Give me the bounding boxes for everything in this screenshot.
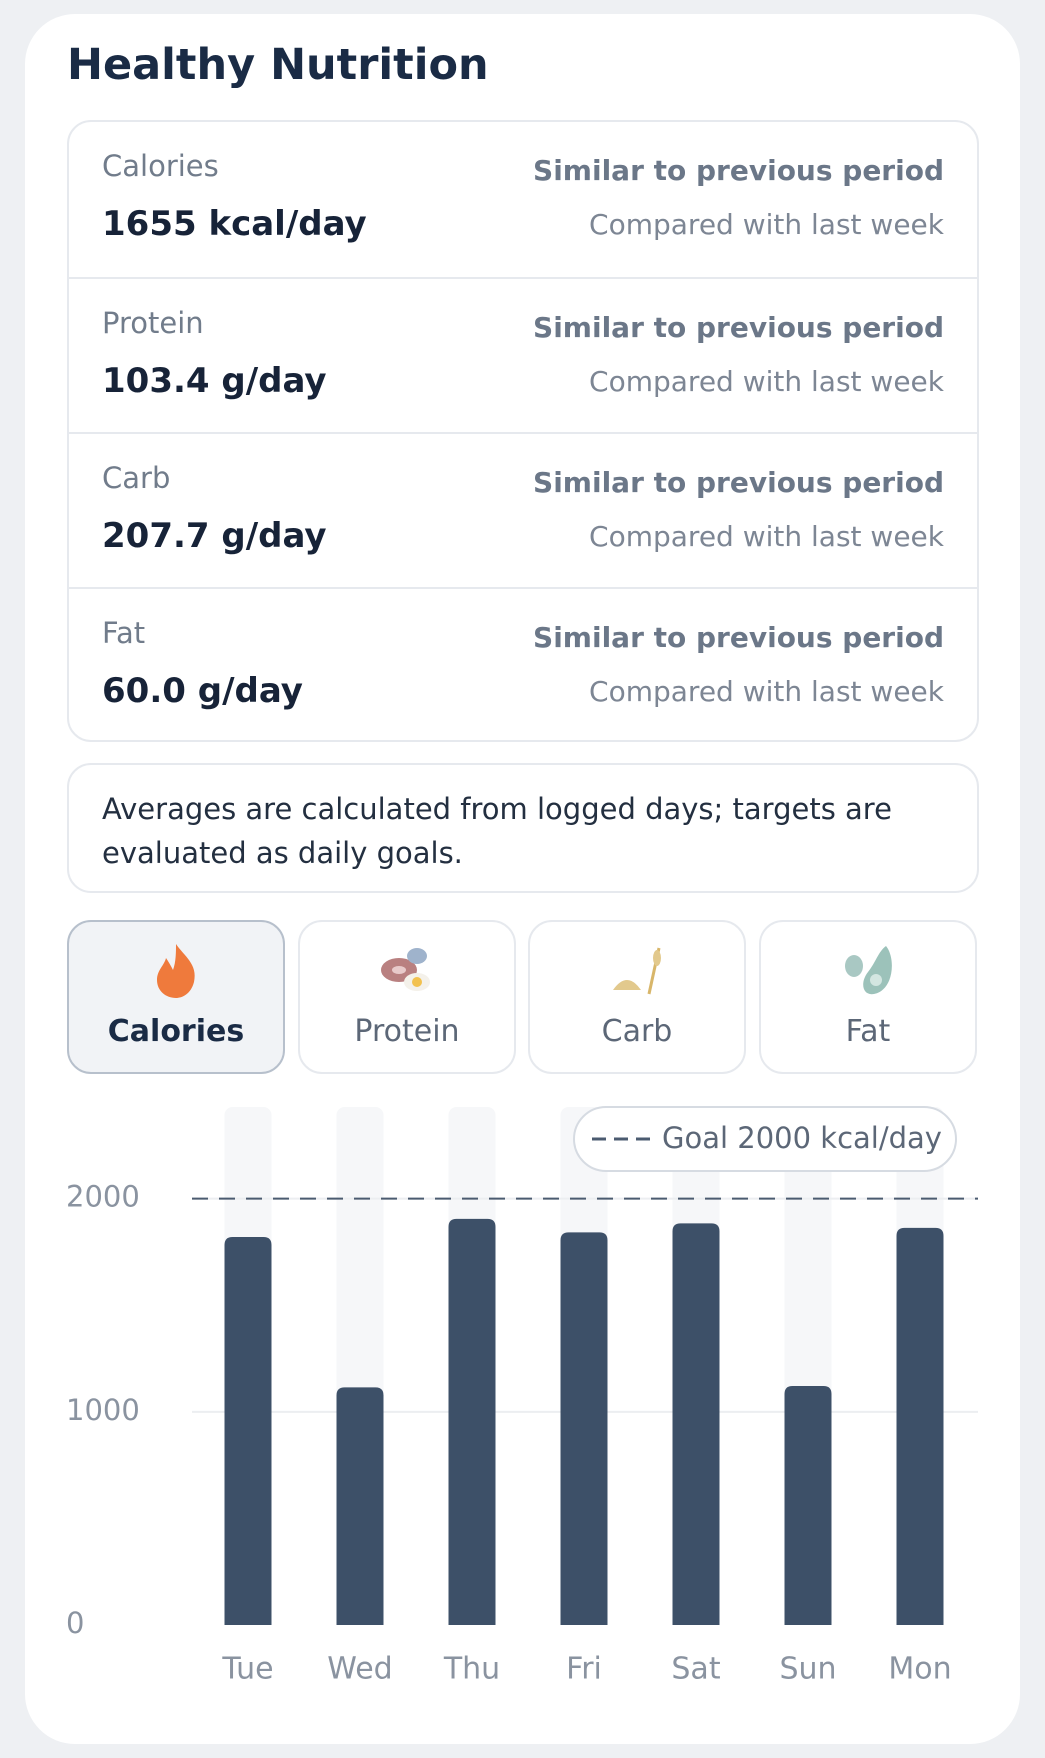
goal-label: Goal 2000 kcal/day: [662, 1121, 942, 1155]
metric-status: Similar to previous period: [533, 311, 944, 344]
bar: [224, 1237, 272, 1625]
metric-status: Similar to previous period: [533, 466, 944, 499]
tab-label: Fat: [845, 1014, 891, 1049]
goal-legend: [573, 1106, 957, 1172]
metric-row: Protein 103.4 g/day Similar to previous pe…: [69, 277, 977, 434]
y-tick-label: 2000: [66, 1180, 140, 1214]
x-tick-label: Sat: [671, 1652, 720, 1687]
bar: [448, 1218, 496, 1625]
tab[interactable]: Calories: [67, 920, 285, 1074]
tab-label: Carb: [601, 1014, 673, 1049]
bar: [560, 1232, 608, 1625]
icon-flame: [157, 944, 195, 998]
metric-value: 60.0 g/day: [102, 671, 303, 711]
metrics-table: Calories 1655 kcal/day Similar to previous…: [67, 120, 979, 742]
metric-label: Carb: [102, 461, 171, 495]
note: Averages are calculated from logged days…: [67, 763, 979, 893]
metric-value: 1655 kcal/day: [102, 204, 367, 244]
chart: 0 1000 2000 Tue Wed Thu Fri Sat Sun Mon Goal 2000 …: [66, 1106, 978, 1687]
metric-status: Similar to previous period: [533, 621, 944, 654]
tab[interactable]: Carb: [528, 920, 746, 1074]
metric-comparison: Compared with last week: [589, 208, 944, 241]
metric-label: Fat: [102, 616, 146, 650]
metric-row: Fat 60.0 g/day Similar to previous period C…: [69, 587, 977, 740]
x-tick-label: Wed: [327, 1652, 392, 1687]
bar: [784, 1386, 832, 1625]
metric-label: Calories: [102, 149, 219, 183]
x-tick-label: Fri: [566, 1652, 602, 1687]
y-tick-label: 0: [66, 1606, 84, 1640]
icon-fat: [845, 946, 892, 995]
metric-value: 103.4 g/day: [102, 361, 327, 401]
card: [25, 14, 1020, 1744]
metric-label: Protein: [102, 306, 204, 340]
bar: [336, 1387, 384, 1625]
bar: [672, 1223, 720, 1625]
metric-status: Similar to previous period: [533, 154, 944, 187]
icon-carb: [613, 947, 661, 995]
x-tick-label: Mon: [888, 1652, 951, 1687]
tab-label: Protein: [354, 1014, 460, 1049]
metric-row: Calories 1655 kcal/day Similar to previous…: [69, 122, 977, 277]
metric-comparison: Compared with last week: [589, 520, 944, 553]
metric-row: Carb 207.7 g/day Similar to previous perio…: [69, 432, 977, 589]
metric-comparison: Compared with last week: [589, 675, 944, 708]
bar: [896, 1227, 944, 1625]
x-tick-label: Thu: [443, 1652, 500, 1687]
icon-protein: [381, 948, 430, 991]
tab[interactable]: Fat: [759, 920, 977, 1074]
x-tick-label: Tue: [221, 1652, 273, 1687]
tab[interactable]: Protein: [298, 920, 516, 1074]
y-tick-label: 1000: [66, 1393, 140, 1427]
tab-label: Calories: [107, 1014, 245, 1049]
x-tick-label: Sun: [779, 1652, 836, 1687]
title: Healthy Nutrition: [67, 40, 489, 90]
metric-value: 207.7 g/day: [102, 516, 327, 556]
metric-comparison: Compared with last week: [589, 365, 944, 398]
